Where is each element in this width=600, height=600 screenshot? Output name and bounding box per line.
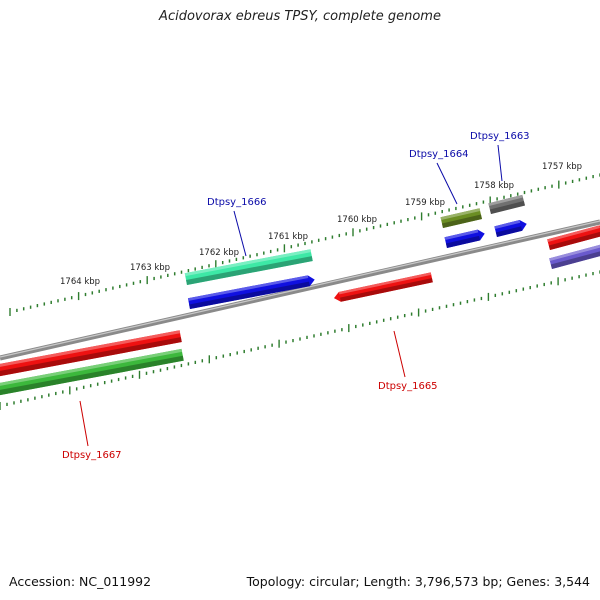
gene-feature-shadow bbox=[0, 337, 182, 377]
gene-feature-forward-7[interactable] bbox=[547, 224, 600, 250]
scale-label-1764: 1764 kbp bbox=[60, 277, 100, 287]
scale-label-1763: 1763 kbp bbox=[130, 263, 170, 273]
gene-feature-highlight bbox=[549, 242, 600, 262]
scale-label-1759: 1759 kbp bbox=[405, 198, 445, 208]
gene-feature-forward-1[interactable] bbox=[184, 249, 313, 285]
genome-backbone-highlight bbox=[0, 220, 600, 358]
scale-label-1757: 1757 kbp bbox=[542, 162, 582, 172]
gene-feature-highlight bbox=[440, 208, 481, 220]
gene-feature-highlight bbox=[338, 272, 432, 295]
gene-feature-highlight bbox=[494, 220, 521, 229]
accession-text: Accession: NC_011992 bbox=[9, 574, 152, 589]
label-leader-line bbox=[393, 330, 406, 378]
gene-feature-shadow bbox=[441, 214, 482, 228]
gene-feature-highlight bbox=[187, 275, 309, 301]
gene-feature-forward-2[interactable] bbox=[187, 274, 316, 309]
gene-label-dtpsy-1663[interactable]: Dtpsy_1663 bbox=[470, 131, 530, 142]
scale-ticks bbox=[0, 173, 600, 410]
gene-feature-highlight bbox=[184, 249, 312, 277]
label-leader-line bbox=[79, 400, 89, 447]
gene-feature-shadow bbox=[0, 355, 184, 396]
gene-features bbox=[0, 194, 600, 396]
gene-label-dtpsy-1665[interactable]: Dtpsy_1665 bbox=[378, 381, 438, 392]
gene-feature-forward-5[interactable] bbox=[488, 194, 525, 214]
genome-summary-text: Topology: circular; Length: 3,796,573 bp… bbox=[246, 574, 590, 589]
scale-label-1760: 1760 kbp bbox=[337, 215, 377, 225]
gene-label-dtpsy-1667[interactable]: Dtpsy_1667 bbox=[62, 450, 122, 461]
gene-feature-shadow bbox=[495, 226, 523, 237]
genome-backbone bbox=[0, 219, 600, 361]
gene-feature-forward-6[interactable] bbox=[494, 219, 528, 237]
gene-feature-reverse-10[interactable] bbox=[0, 330, 182, 377]
gene-feature-forward-4[interactable] bbox=[444, 228, 486, 248]
label-leader-line bbox=[436, 162, 458, 205]
gene-feature-shadow bbox=[186, 256, 313, 285]
gene-feature-highlight bbox=[444, 229, 479, 240]
scale-label-1761: 1761 kbp bbox=[268, 232, 308, 242]
scale-label-1762: 1762 kbp bbox=[199, 248, 239, 258]
gene-feature-shadow bbox=[339, 278, 433, 302]
gene-feature-forward-3[interactable] bbox=[440, 208, 482, 228]
label-leaders bbox=[79, 144, 503, 447]
gene-feature-shadow bbox=[548, 231, 600, 250]
label-leader-line bbox=[233, 210, 247, 257]
gene-feature-shadow bbox=[489, 201, 525, 214]
gene-label-dtpsy-1664[interactable]: Dtpsy_1664 bbox=[409, 149, 469, 160]
gene-feature-forward-8[interactable] bbox=[549, 242, 600, 269]
gene-feature-shadow bbox=[445, 235, 481, 248]
gene-feature-highlight bbox=[0, 348, 183, 388]
gene-feature-highlight bbox=[547, 225, 600, 243]
gene-feature-highlight bbox=[488, 194, 523, 206]
gene-feature-shadow bbox=[189, 281, 310, 309]
gene-feature-reverse-9[interactable] bbox=[333, 272, 433, 303]
label-leader-line bbox=[497, 144, 503, 182]
gene-feature-reverse-11[interactable] bbox=[0, 348, 184, 396]
gene-label-dtpsy-1666[interactable]: Dtpsy_1666 bbox=[207, 197, 267, 208]
map-title: Acidovorax ebreus TPSY, complete genome bbox=[159, 9, 441, 24]
gene-feature-highlight bbox=[0, 330, 181, 369]
gene-feature-shadow bbox=[550, 249, 600, 269]
scale-label-1758: 1758 kbp bbox=[474, 181, 514, 191]
